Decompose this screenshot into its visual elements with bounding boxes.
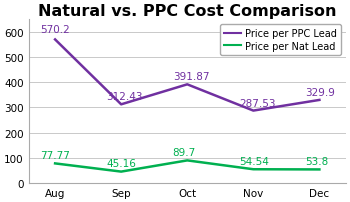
Line: Price per PPC Lead: Price per PPC Lead xyxy=(55,40,320,111)
Text: 77.77: 77.77 xyxy=(41,150,70,160)
Price per PPC Lead xyxy=(53,39,57,41)
Price per PPC Lead xyxy=(251,110,256,112)
Price per Nat Lead xyxy=(53,162,57,165)
Title: Natural vs. PPC Cost Comparison: Natural vs. PPC Cost Comparison xyxy=(38,4,336,19)
Price per Nat Lead xyxy=(119,170,123,173)
Text: 570.2: 570.2 xyxy=(41,25,70,35)
Text: 312.43: 312.43 xyxy=(107,92,143,102)
Price per Nat Lead xyxy=(251,168,256,171)
Price per PPC Lead xyxy=(185,84,189,86)
Legend: Price per PPC Lead, Price per Nat Lead: Price per PPC Lead, Price per Nat Lead xyxy=(220,25,341,56)
Price per Nat Lead xyxy=(185,159,189,162)
Text: 287.53: 287.53 xyxy=(239,98,275,108)
Price per PPC Lead xyxy=(119,104,123,106)
Text: 53.8: 53.8 xyxy=(305,156,328,166)
Price per PPC Lead xyxy=(317,99,322,102)
Text: 329.9: 329.9 xyxy=(305,87,335,97)
Text: 45.16: 45.16 xyxy=(107,158,136,168)
Line: Price per Nat Lead: Price per Nat Lead xyxy=(55,161,320,172)
Text: 89.7: 89.7 xyxy=(173,147,196,157)
Text: 54.54: 54.54 xyxy=(239,156,269,166)
Price per Nat Lead xyxy=(317,168,322,171)
Text: 391.87: 391.87 xyxy=(173,72,209,82)
